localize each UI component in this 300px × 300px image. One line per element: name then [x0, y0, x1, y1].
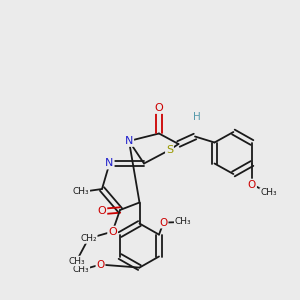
Text: O: O [154, 103, 164, 113]
Text: CH₃: CH₃ [73, 188, 89, 196]
Text: O: O [96, 260, 105, 270]
Text: O: O [98, 206, 106, 217]
Text: CH₃: CH₃ [175, 218, 191, 226]
Text: CH₃: CH₃ [73, 266, 89, 274]
Text: N: N [125, 136, 133, 146]
Text: O: O [108, 226, 117, 237]
Text: H: H [193, 112, 200, 122]
Text: S: S [166, 145, 173, 155]
Text: O: O [159, 218, 168, 228]
Text: CH₃: CH₃ [260, 188, 277, 197]
Text: O: O [248, 179, 256, 190]
Text: CH₂: CH₂ [80, 234, 97, 243]
Text: N: N [105, 158, 114, 169]
Text: CH₃: CH₃ [68, 256, 85, 266]
